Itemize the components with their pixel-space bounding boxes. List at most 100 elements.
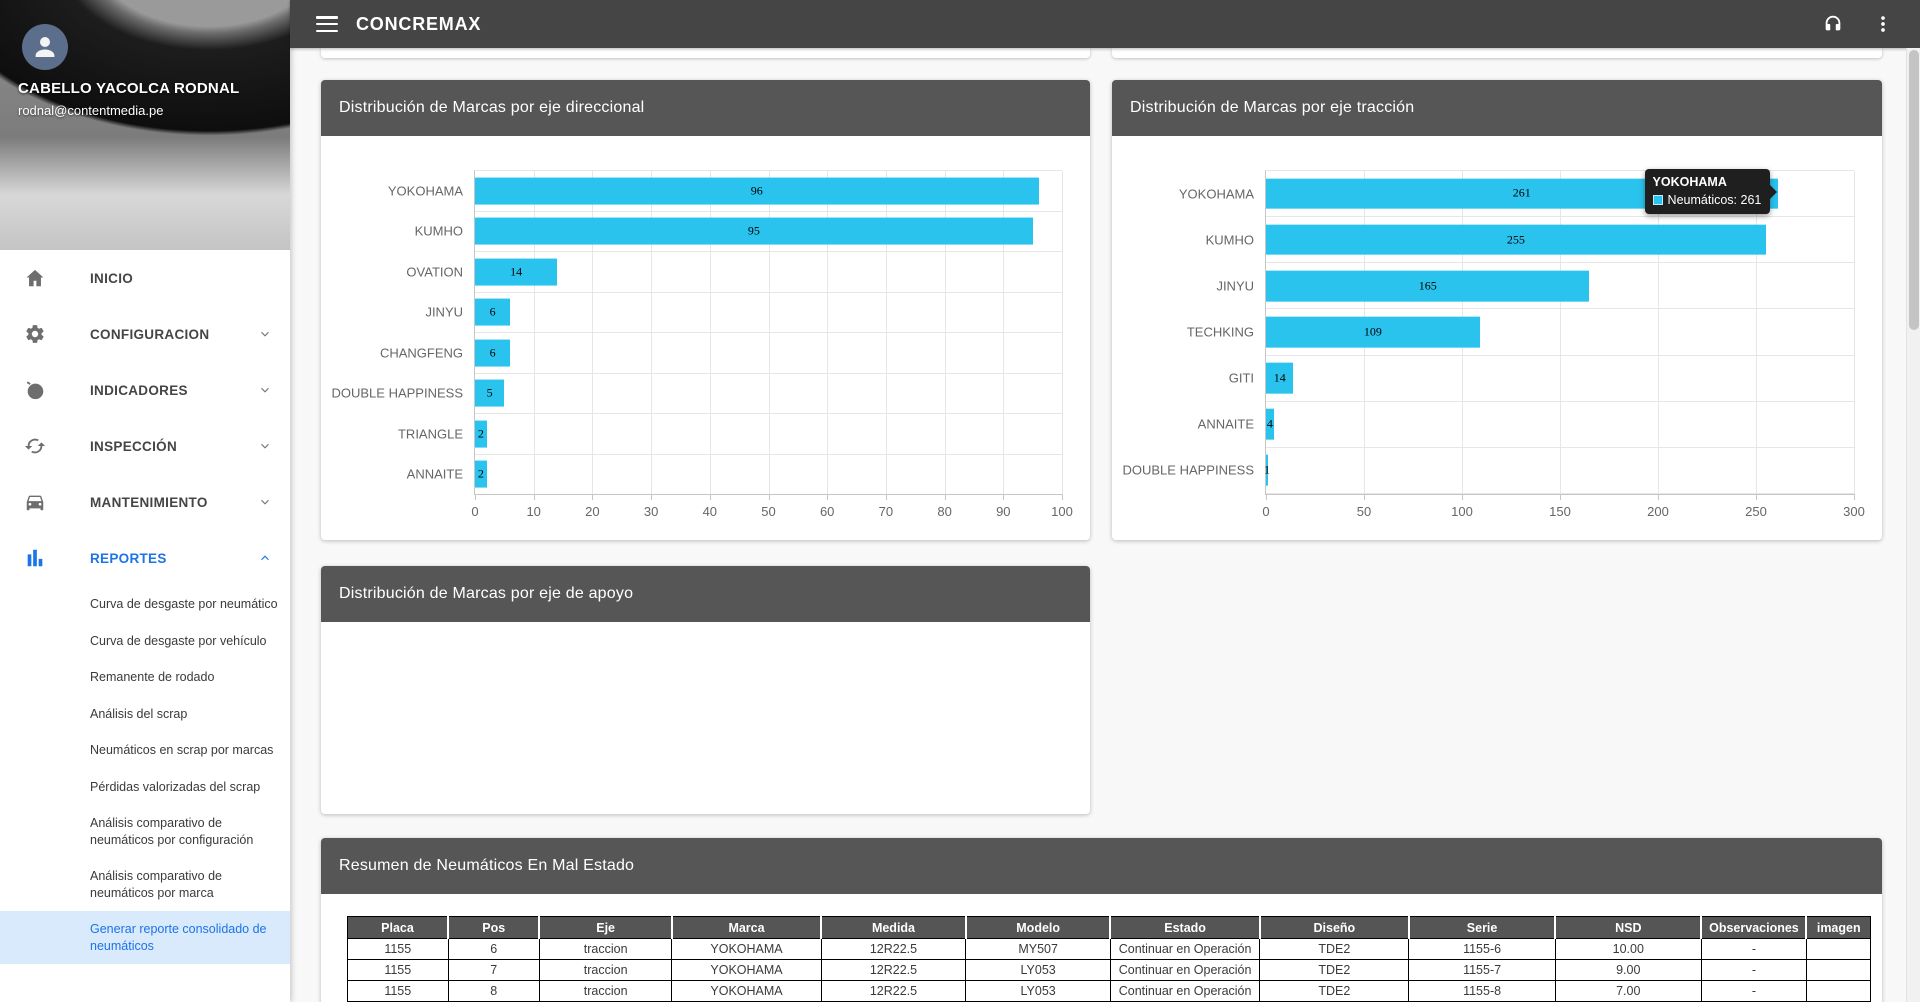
table-cell [1805,980,1872,1002]
sidebar-item-mantenimiento[interactable]: MANTENIMIENTO [0,474,290,530]
tooltip-value: Neumáticos: 261 [1667,193,1762,207]
axis-tick [944,494,946,500]
axis-tick-label: 50 [761,504,776,519]
table-cell: TDE2 [1259,938,1410,960]
table-cell: 1155-8 [1408,980,1556,1002]
sidebar-item-label: REPORTES [90,550,167,566]
vertical-scrollbar[interactable] [1906,48,1920,1002]
column-header-eje: Eje [538,916,672,939]
category-label: GITI [1228,370,1254,386]
bar-techking[interactable]: 109 [1266,316,1480,348]
category-label: YOKOHAMA [1178,186,1254,202]
bar-kumho[interactable]: 255 [1266,224,1766,256]
bar-jinyu[interactable]: 165 [1266,270,1590,302]
sidebar-subitem-generar-reporte-consolidado-de-neumaticos[interactable]: Generar reporte consolidado de neumático… [0,911,290,964]
chevron-down-icon [258,495,272,509]
table-cell: 8 [447,980,540,1002]
sidebar-subitem-analisis-del-scrap[interactable]: Análisis del scrap [90,706,188,721]
plot-area: 0 50 100 150 200 250 300 YOKOHAMA 261 KUMHO 255 JIN… [1123,169,1865,519]
table-cell: 7 [447,959,540,981]
bar-changfeng[interactable]: 6 [475,339,511,367]
axis-tick-label: 200 [1647,504,1669,519]
scrolled-card-edge-left [321,48,1090,58]
category-label: OVATION [406,264,463,280]
bar-ovation[interactable]: 14 [475,258,558,286]
sidebar-item-label: INDICADORES [90,382,188,398]
axis-tick [1462,494,1463,500]
axis-tick [768,494,770,500]
table-row: 1155 7 traccion YOKOHAMA 12R22.5 LY053 Continu… [347,959,1872,981]
column-header-diseno: Diseño [1258,916,1409,939]
table-cell: - [1700,980,1807,1002]
table-cell: 12R22.5 [820,980,967,1002]
chart-row: GITI 14 [1229,356,1854,402]
headset-icon[interactable] [1820,11,1846,37]
sidebar-item-label: CONFIGURACION [90,326,210,342]
bar-triangle[interactable]: 2 [475,420,487,448]
category-label: ANNAITE [1197,416,1254,432]
kebab-menu-icon[interactable] [1870,11,1896,37]
column-header-placa: Placa [347,916,449,939]
chart-area: 0 10 20 30 40 50 60 70 80 90 100 YOKOHAMA 96 KUMHO 95 O… [321,136,1090,540]
sidebar-item-configuracion[interactable]: CONFIGURACION [0,306,290,362]
sidebar-item-indicadores[interactable]: INDICADORES [0,362,290,418]
table-header-row: Placa Pos Eje Marca Medida Modelo Estado Diseño… [347,916,1871,939]
chevron-down-icon [258,327,272,341]
mal-estado-table: Placa Pos Eje Marca Medida Modelo Estado Diseño… [347,916,1872,1002]
bar-jinyu[interactable]: 6 [475,298,511,326]
sidebar-item-inspeccion[interactable]: INSPECCIÓN [0,418,290,474]
reportes-submenu: Curva de desgaste por neumático Curva de … [0,586,290,964]
table-cell: 6 [447,938,540,960]
sidebar-item-inicio[interactable]: INICIO [0,250,290,306]
main-content: Distribución de Marcas por eje direccion… [290,48,1906,1002]
column-header-marca: Marca [670,916,822,939]
sidebar-subitem-remanente-de-rodado[interactable]: Remanente de rodado [90,670,215,684]
sidebar-subitem-curva-de-desgaste-por-neumatico[interactable]: Curva de desgaste por neumático [90,597,278,611]
bar-annaite[interactable]: 4 [1266,408,1274,440]
table-cell: 1155 [347,959,449,981]
sidebar-subitem-analisis-comparativo-de-neumaticos-por-configuracion[interactable]: Análisis comparativo de neumáticos por c… [90,816,254,847]
scrolled-card-edge-right [1112,48,1882,58]
bar-giti[interactable]: 14 [1266,362,1294,394]
bar-value-label: 109 [1363,324,1382,339]
bar-kumho[interactable]: 95 [475,217,1033,245]
sidebar-subitem-perdidas-valorizadas-del-scrap[interactable]: Pérdidas valorizadas del scrap [90,779,261,794]
car-icon [24,491,46,513]
sidebar-item-label: INICIO [90,270,134,286]
axis-tick-label: 60 [819,504,835,519]
gridline [1756,171,1757,494]
category-label: ANNAITE [406,466,463,482]
chart-title: Distribución de Marcas por eje de apoyo [339,585,634,602]
sidebar-item-reportes[interactable]: REPORTES [0,530,290,586]
sidebar-item-label: MANTENIMIENTO [90,494,208,510]
bar-double-happiness[interactable]: 1 [1264,455,1270,486]
bar-double-happiness[interactable]: 5 [475,379,505,407]
sidebar-menu: INICIO CONFIGURACION INDICADORES INSPECCIÓN… [0,250,290,964]
table-cell: 12R22.5 [820,959,967,981]
chart-card-traccion: Distribución de Marcas por eje tracción … [1112,80,1882,540]
axis-tick [885,494,887,500]
column-header-estado: Estado [1109,916,1260,939]
bar-value-label: 2 [477,466,484,481]
axis-tick [592,494,594,500]
avatar[interactable] [22,24,68,70]
home-icon [24,267,46,289]
axis-tick-label: 40 [702,504,718,519]
topbar: CONCREMAX [290,0,1920,48]
sidebar-subitem-analisis-comparativo-de-neumaticos-por-marca[interactable]: Análisis comparativo de neumáticos por m… [90,869,223,900]
table-cell: LY053 [965,959,1111,981]
bar-yokohama[interactable]: 96 [475,177,1039,205]
axis-tick [827,494,829,500]
bar-annaite[interactable]: 2 [475,460,487,488]
bar-value-label: 6 [489,345,496,360]
category-label: TRIANGLE [397,426,463,442]
hamburger-menu-icon[interactable] [316,16,338,32]
sidebar-subitem-neumaticos-en-scrap-por-marcas[interactable]: Neumáticos en scrap por marcas [90,743,274,757]
tooltip-series-line: Neumáticos: 261 [1652,193,1762,207]
column-header-modelo: Modelo [964,916,1111,939]
table-area: Placa Pos Eje Marca Medida Modelo Estado Diseño… [321,916,1882,1002]
table-cell: Continuar en Operación [1109,959,1261,981]
axis-tick [1266,494,1267,500]
sidebar-subitem-curva-de-desgaste-por-vehiculo[interactable]: Curva de desgaste por vehículo [90,633,267,648]
scrollbar-thumb[interactable] [1909,50,1919,330]
